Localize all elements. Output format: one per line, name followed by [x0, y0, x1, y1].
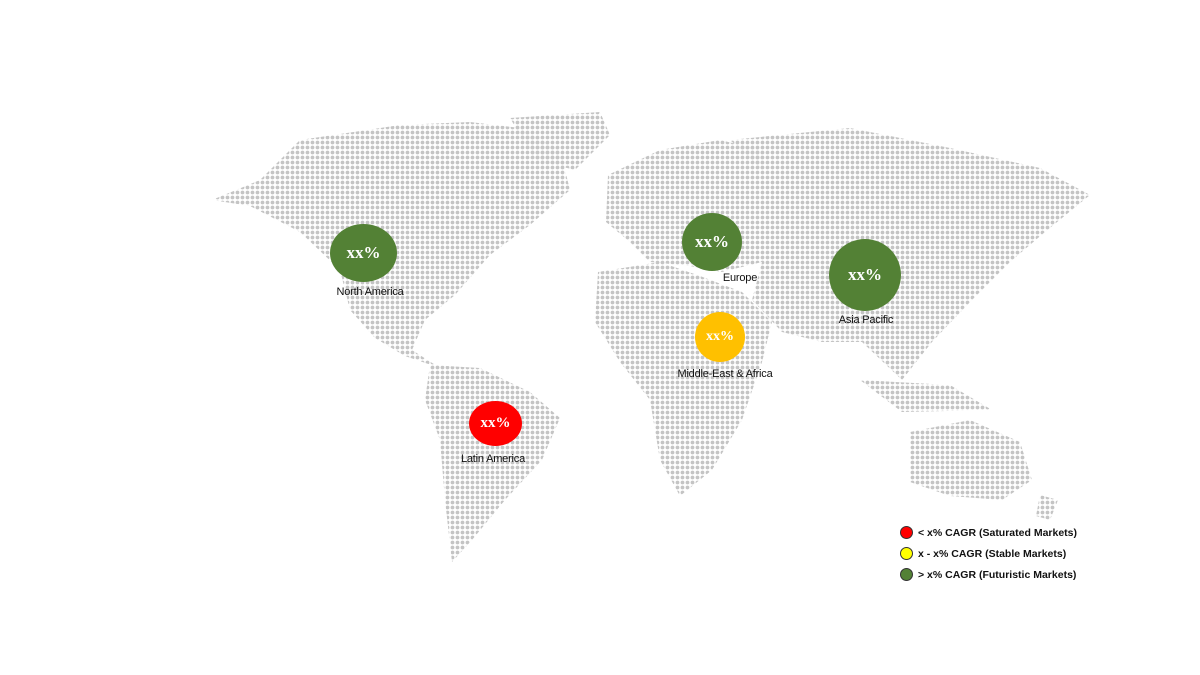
legend-item-saturated: < x% CAGR (Saturated Markets) [900, 522, 1077, 543]
legend-label: x - x% CAGR (Stable Markets) [918, 547, 1067, 560]
latin-america-bubble: xx% [469, 401, 522, 446]
asia-landmass [730, 128, 1090, 380]
north-america-bubble: xx% [330, 224, 397, 282]
middle-east-africa-label: Middle-East & Africa [677, 368, 773, 380]
australia-landmass [910, 420, 1032, 500]
legend: < x% CAGR (Saturated Markets) x - x% CAG… [900, 522, 1077, 585]
asia-pacific-label: Asia Pacific [838, 314, 894, 326]
legend-label: < x% CAGR (Saturated Markets) [918, 526, 1078, 539]
new-zealand-landmass [1036, 495, 1058, 520]
red-circle-icon [900, 526, 913, 539]
europe-label: Europe [722, 272, 758, 284]
south-america-landmass [425, 365, 560, 562]
latin-america-label: Latin America [460, 453, 526, 465]
yellow-circle-icon [900, 547, 913, 560]
legend-label: > x% CAGR (Futuristic Markets) [918, 568, 1077, 581]
legend-item-stable: x - x% CAGR (Stable Markets) [900, 543, 1077, 564]
middle-east-africa-bubble: xx% [695, 312, 745, 362]
legend-item-futuristic: > x% CAGR (Futuristic Markets) [900, 564, 1077, 585]
green-circle-icon [900, 568, 913, 581]
indonesia-landmass [860, 380, 992, 412]
greenland-landmass [510, 112, 610, 170]
north-america-label: North America [336, 286, 404, 298]
asia-pacific-bubble: xx% [829, 239, 901, 311]
europe-bubble: xx% [682, 213, 742, 271]
